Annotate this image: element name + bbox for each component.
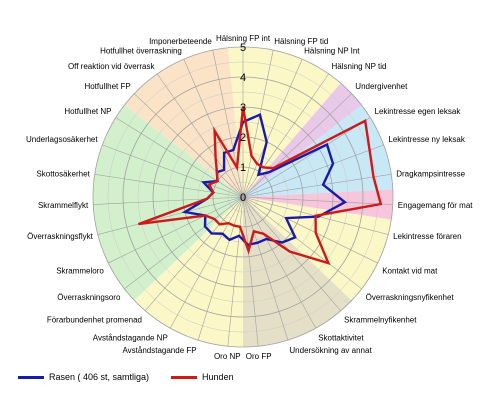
category-label-21: Skrammeloro: [56, 266, 104, 275]
grid-spoke-27: [134, 93, 244, 198]
grid-spoke-16: [227, 196, 244, 347]
grid-spoke-26: [115, 117, 244, 198]
tick-label-3: 3: [240, 102, 246, 114]
category-label-18: Avståndstagande NP: [93, 334, 168, 343]
category-label-13: Skottaktivitet: [318, 334, 364, 343]
grid-spoke-7: [242, 173, 392, 198]
grid-spoke-20: [124, 196, 244, 290]
tick-label-1: 1: [240, 162, 246, 174]
category-label-12: Skrammelnyfikenhet: [344, 316, 417, 325]
category-label-7: Dragkampsintresse: [396, 170, 465, 179]
grid-spoke-12: [242, 196, 341, 312]
grid-spoke-21: [108, 196, 244, 264]
legend-item-rasen: Rasen ( 406 st, samtliga): [18, 372, 149, 382]
legend-item-hunden: Hunden: [171, 372, 234, 382]
category-label-8: Engagemang för mat: [398, 201, 473, 210]
grid-spoke-13: [242, 196, 317, 329]
category-label-24: Skottosäkerhet: [36, 170, 90, 179]
grid-spoke-28: [157, 73, 244, 198]
band-4: [227, 46, 341, 197]
grid-spoke-30: [212, 50, 244, 198]
series-line-1: [137, 106, 383, 265]
series-lines: [137, 106, 383, 265]
category-label-28: Off reaktion vid överrask: [68, 62, 156, 71]
category-label-0: Hälsning FP int: [216, 34, 271, 43]
band-2: [243, 197, 352, 347]
grid-spoke-8: [242, 196, 393, 205]
grid-spoke-17: [197, 196, 244, 341]
category-label-15: Oro FP: [246, 352, 272, 361]
grid-spoke-15: [242, 196, 259, 347]
grid-spoke-5: [242, 117, 371, 198]
grid-spoke-2: [242, 59, 303, 198]
grid-spoke-10: [242, 196, 378, 264]
radar-grid: [92, 46, 394, 348]
tick-label-4: 4: [240, 72, 246, 84]
category-label-6: Lekintresse ny leksak: [388, 135, 465, 144]
category-label-19: Förarbundenhet promenad: [47, 316, 142, 325]
band-6: [243, 105, 393, 197]
grid-spoke-25: [102, 144, 244, 198]
category-label-5: Lekintresse egen leksak: [375, 107, 462, 116]
category-label-25: Underlagsosäkerhet: [26, 135, 98, 144]
category-label-17: Avståndstagande FP: [122, 346, 196, 355]
category-label-26: Hotfullhet NP: [64, 107, 111, 116]
legend: Rasen ( 406 st, samtliga) Hunden: [18, 372, 256, 382]
legend-label-hunden: Hunden: [202, 372, 234, 382]
category-label-1: Hälsning FP tid: [274, 37, 328, 46]
category-label-2: Hälsning NP Int: [304, 47, 360, 56]
band-7: [243, 189, 393, 220]
grid-spoke-18: [169, 196, 244, 329]
category-label-10: Kontakt vid mat: [382, 266, 438, 275]
tick-label-0: 0: [240, 192, 246, 204]
grid-spoke-23: [93, 196, 244, 205]
category-label-23: Skrammelflykt: [38, 201, 89, 210]
grid-spoke-14: [242, 196, 289, 341]
category-label-27: Hotfullhet FP: [84, 82, 130, 91]
grid-spoke-3: [242, 73, 329, 198]
tick-label-5: 5: [240, 42, 246, 54]
grid-spoke-11: [242, 196, 362, 290]
grid-spoke-6: [242, 144, 384, 198]
category-label-30: Imponerbeteende: [149, 37, 212, 46]
category-label-20: Överraskningsoro: [57, 293, 121, 302]
grid-spoke-24: [94, 173, 244, 198]
grid-spoke-4: [242, 93, 352, 198]
category-label-11: Överraskningsnyfikenhet: [366, 293, 455, 302]
category-label-3: Hälsning NP tid: [332, 62, 387, 71]
legend-swatch-rasen: [18, 375, 44, 379]
legend-swatch-hunden: [171, 375, 198, 379]
legend-label-rasen: Rasen ( 406 st, samtliga): [49, 372, 150, 382]
category-label-4: Undergivenhet: [355, 82, 408, 91]
category-label-22: Överraskningsflykt: [27, 232, 94, 241]
grid-spoke-22: [97, 196, 244, 235]
grid-spoke-19: [145, 196, 244, 312]
category-label-9: Lekintresse föraren: [393, 232, 461, 241]
category-label-29: Hotfullhet överraskning: [100, 47, 182, 56]
grid-spoke-1: [242, 50, 274, 198]
tick-label-2: 2: [240, 132, 246, 144]
category-label-16: Oro NP: [214, 352, 241, 361]
radial-tick-labels: 0 1 2 3 4 5: [240, 42, 246, 204]
category-label-14: Undersökning av annat: [289, 346, 372, 355]
